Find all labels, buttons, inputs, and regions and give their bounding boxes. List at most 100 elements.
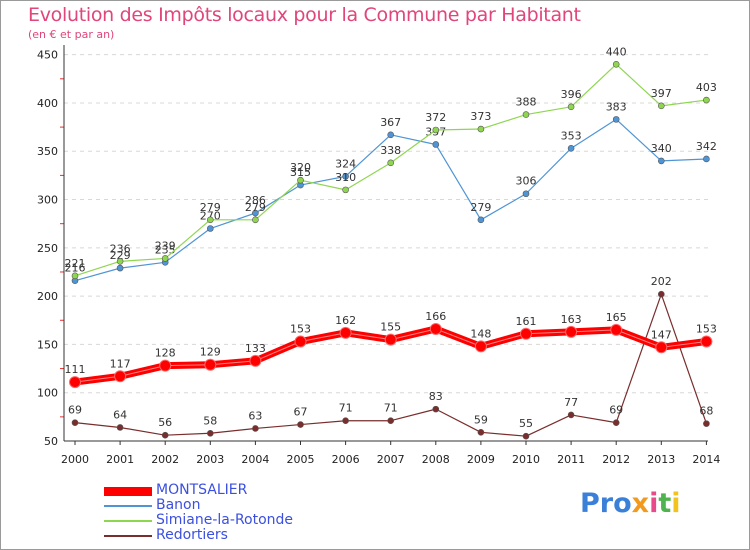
data-point: [522, 432, 530, 440]
data-point: [252, 216, 259, 224]
data-point: [116, 424, 124, 431]
data-label: 117: [110, 357, 131, 370]
data-label: 71: [384, 402, 398, 415]
data-label: 229: [110, 249, 131, 262]
data-point: [387, 159, 395, 167]
data-label: 342: [696, 140, 717, 153]
data-label: 340: [651, 142, 672, 155]
data-label: 403: [696, 81, 717, 94]
data-point: [612, 419, 620, 426]
data-label: 235: [155, 243, 176, 256]
x-tick-label: 2014: [692, 453, 720, 466]
data-point: [116, 258, 124, 265]
data-label: 383: [606, 100, 627, 113]
x-tick-label: 2004: [241, 453, 269, 466]
x-tick-label: 2002: [151, 453, 179, 466]
data-label: 56: [158, 416, 172, 429]
data-point: [610, 323, 623, 336]
data-point: [294, 335, 307, 348]
x-tick-label: 2001: [106, 453, 134, 466]
data-point: [657, 157, 665, 165]
data-point: [384, 333, 397, 346]
data-point: [474, 340, 487, 353]
data-point: [612, 116, 620, 123]
data-label: 372: [425, 111, 446, 124]
data-label: 71: [339, 402, 353, 415]
data-point: [522, 190, 530, 198]
data-point: [432, 126, 440, 134]
data-label: 162: [335, 314, 356, 327]
x-tick-label: 2000: [61, 453, 89, 466]
data-point: [207, 216, 214, 224]
data-label: 165: [606, 311, 627, 324]
data-label: 310: [335, 171, 356, 184]
legend-label-redortiers: Redortiers: [156, 527, 228, 543]
data-label: 166: [425, 310, 446, 323]
data-point: [204, 358, 217, 371]
data-label: 396: [561, 88, 582, 101]
data-point: [71, 419, 79, 426]
data-point: [703, 155, 710, 163]
data-label: 279: [200, 201, 221, 214]
y-tick-label: 350: [37, 145, 58, 158]
x-tick-label: 2005: [287, 453, 315, 466]
data-point: [207, 429, 214, 437]
data-point: [207, 225, 214, 232]
data-label: 353: [561, 129, 582, 142]
data-point: [114, 370, 127, 383]
x-tick-label: 2012: [602, 453, 630, 466]
data-point: [339, 326, 352, 339]
data-label: 221: [65, 257, 86, 270]
data-label: 147: [651, 328, 672, 341]
data-point: [387, 131, 395, 139]
data-point: [429, 322, 442, 335]
data-point: [342, 186, 349, 194]
data-label: 397: [651, 87, 672, 100]
data-label: 111: [65, 363, 86, 376]
data-point: [342, 173, 349, 180]
data-label: 279: [470, 201, 491, 214]
data-point: [477, 216, 485, 224]
data-label: 279: [245, 201, 266, 214]
data-label: 128: [155, 347, 176, 360]
data-point: [567, 145, 575, 152]
data-point: [703, 96, 710, 104]
data-point: [432, 405, 440, 413]
data-label: 320: [290, 161, 311, 174]
data-point: [252, 425, 259, 432]
data-point: [657, 290, 665, 298]
data-label: 373: [470, 110, 491, 123]
data-point: [252, 209, 259, 217]
legend-swatch-banon: [104, 505, 152, 507]
data-point: [703, 420, 710, 427]
y-tick-label: 450: [37, 49, 58, 62]
data-point: [69, 376, 81, 389]
y-tick-label: 300: [37, 194, 58, 207]
data-label: 67: [294, 406, 308, 419]
x-tick-label: 2006: [332, 453, 360, 466]
data-label: 133: [245, 342, 266, 355]
data-point: [477, 125, 485, 133]
data-label: 338: [380, 144, 401, 157]
x-tick-label: 2011: [557, 453, 585, 466]
data-label: 69: [68, 404, 82, 417]
chart-title: Evolution des Impôts locaux pour la Comm…: [28, 4, 581, 26]
data-label: 63: [248, 409, 262, 422]
data-point: [432, 141, 440, 148]
legend-swatch-montsalier: [104, 487, 152, 496]
data-label: 83: [429, 390, 443, 403]
data-label: 239: [155, 239, 176, 252]
x-tick-label: 2010: [512, 453, 540, 466]
data-label: 324: [335, 157, 356, 170]
data-point: [567, 411, 575, 419]
data-point: [71, 272, 79, 280]
data-label: 315: [290, 166, 311, 179]
data-point: [520, 327, 532, 340]
data-label: 440: [606, 45, 627, 58]
legend-label-banon: Banon: [156, 497, 201, 513]
data-label: 59: [474, 413, 488, 426]
data-point: [297, 176, 304, 184]
y-tick-label: 400: [37, 97, 58, 110]
legend-swatch-simiane: [104, 520, 152, 522]
